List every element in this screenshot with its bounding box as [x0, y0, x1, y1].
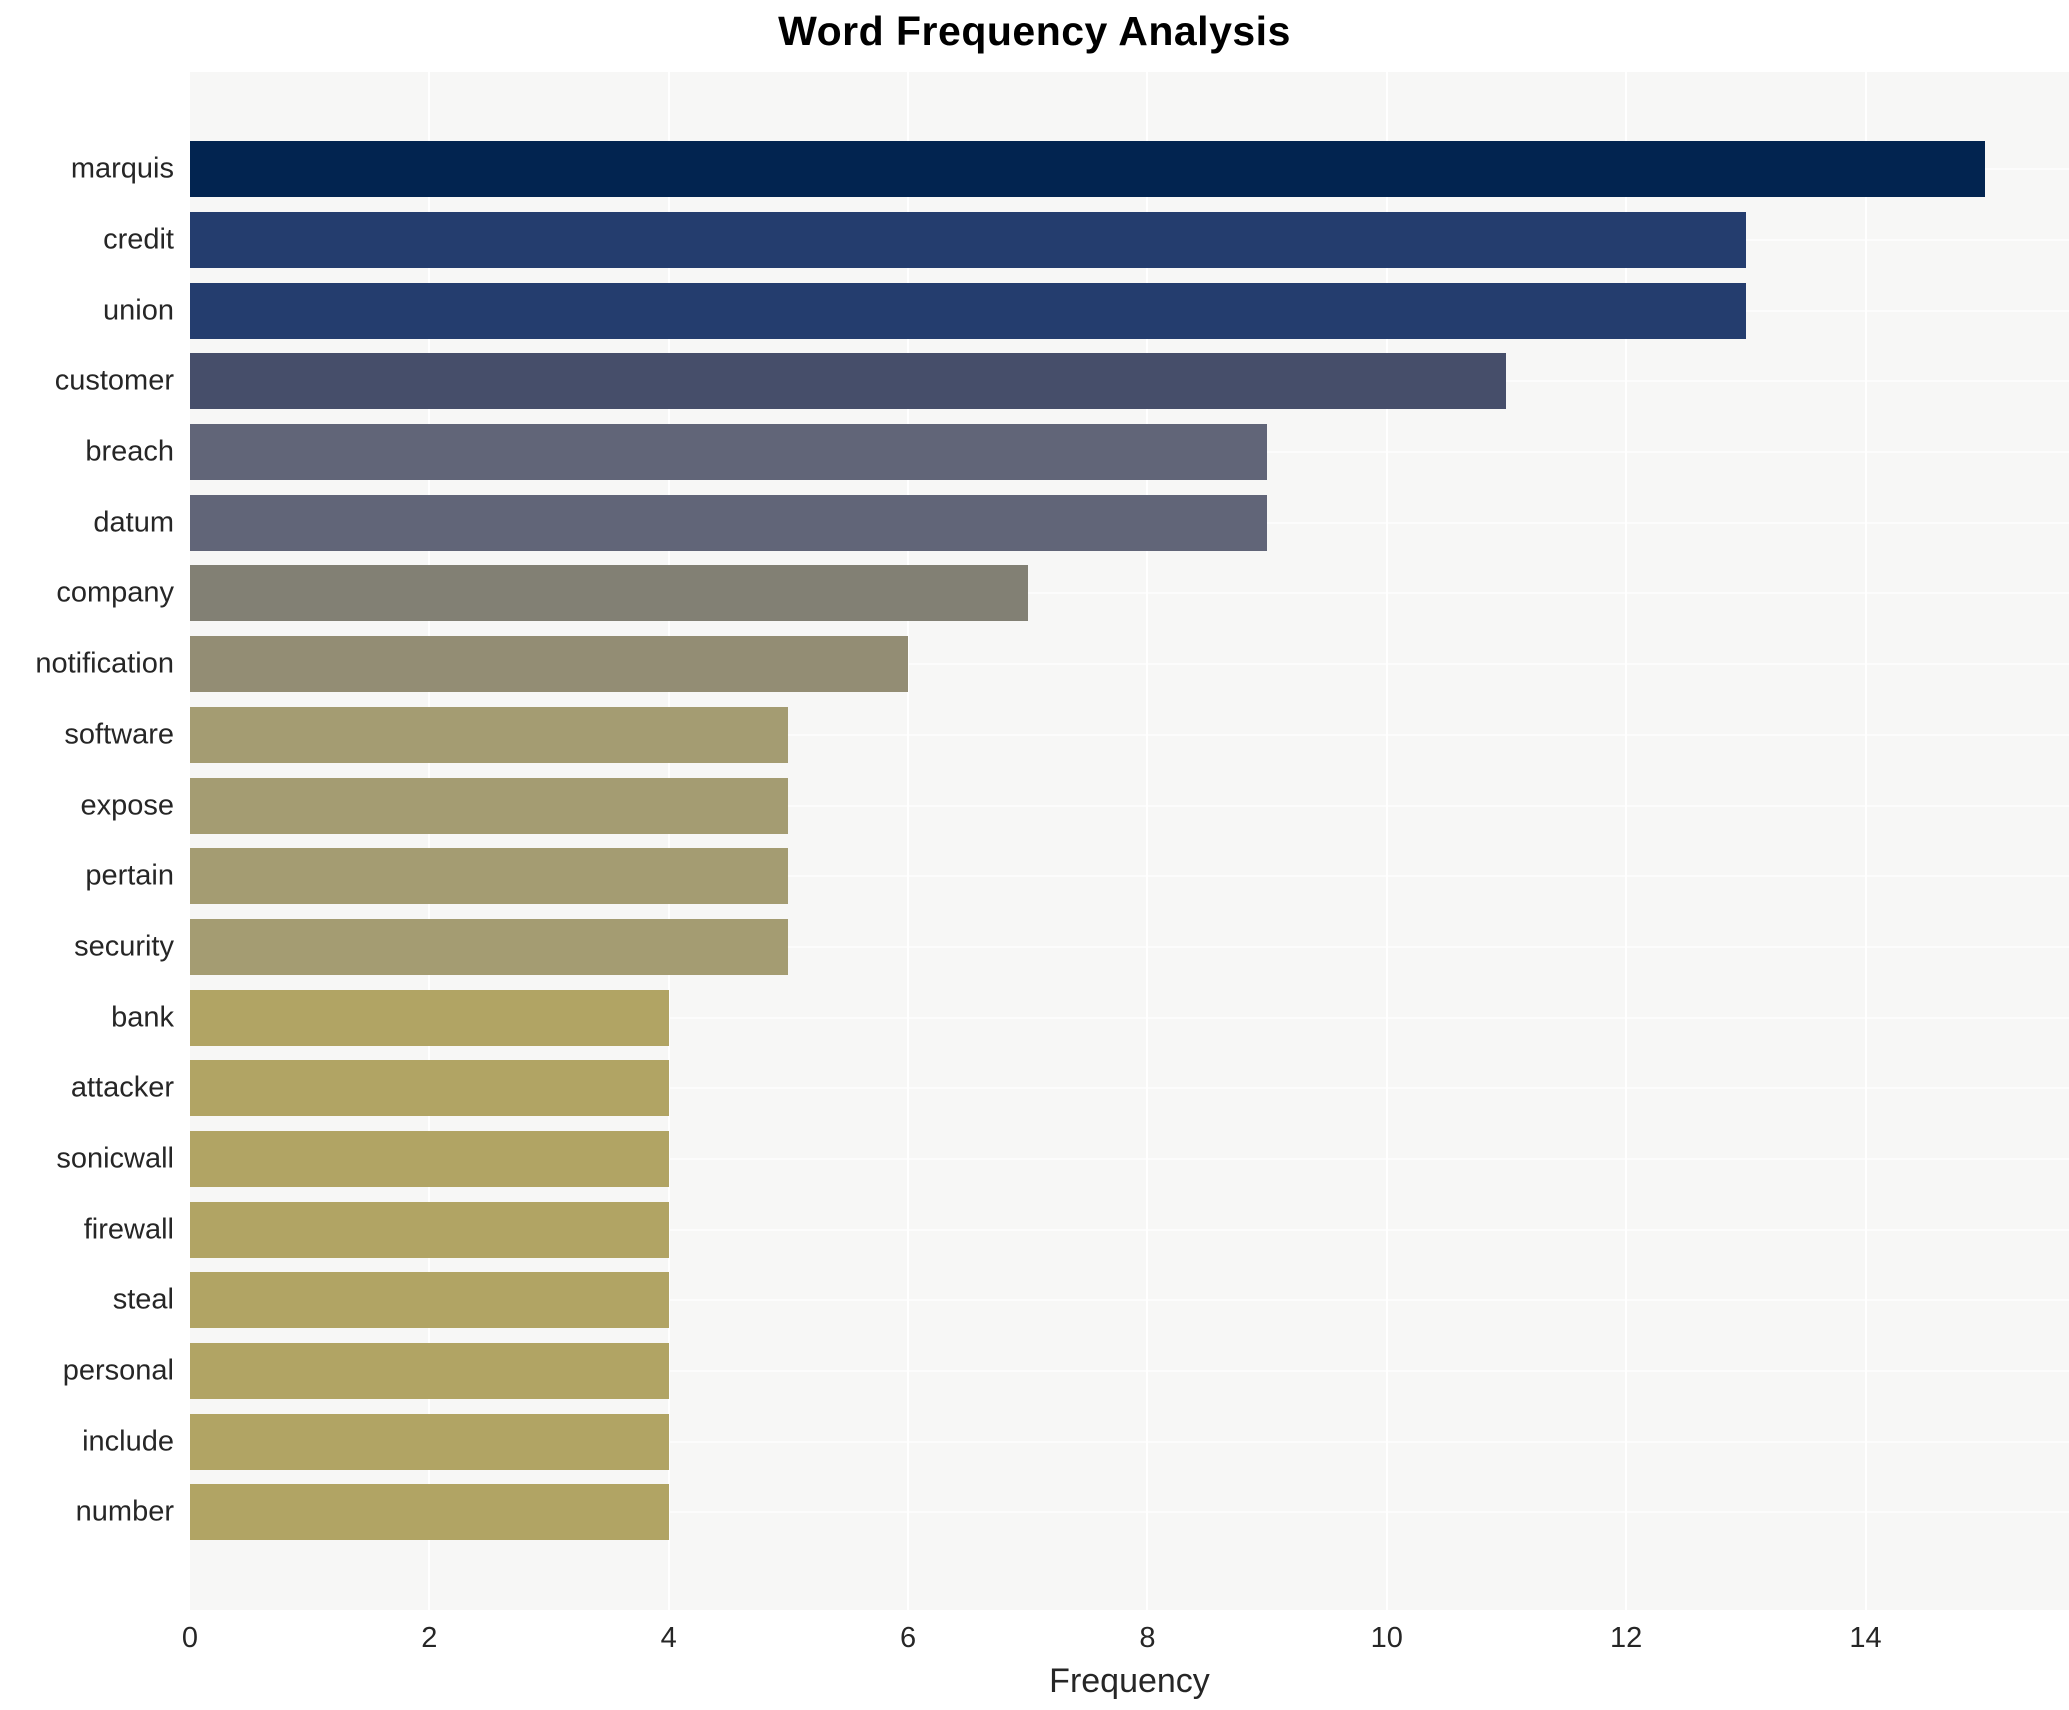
horizontal-gridline [190, 945, 2069, 948]
bar-row: datum [93, 487, 2069, 558]
bar [190, 565, 1028, 622]
category-label: credit [103, 223, 174, 256]
horizontal-gridline [190, 1228, 2069, 1231]
bar-row: notification [35, 629, 2069, 700]
bar-row: bank [111, 982, 2069, 1053]
category-label: customer [54, 364, 174, 397]
category-label: company [56, 576, 174, 609]
x-tick-label: 12 [1610, 1622, 1643, 1654]
x-tick-label: 0 [181, 1622, 199, 1654]
bar-row: credit [103, 205, 2069, 276]
horizontal-gridline [190, 804, 2069, 807]
horizontal-gridline [190, 733, 2069, 736]
plot-area: marquis credit union customer breach datum com… [35, 72, 2069, 1610]
bar-row: software [64, 700, 2069, 771]
horizontal-gridline [190, 592, 2069, 595]
category-label: pertain [85, 859, 174, 892]
category-label: steal [112, 1283, 174, 1316]
x-tick-label: 6 [900, 1622, 917, 1654]
bar [190, 1413, 669, 1470]
bar [190, 1343, 669, 1400]
bar [190, 141, 1986, 198]
x-tick-label: 4 [660, 1622, 677, 1654]
horizontal-gridline [190, 1511, 2069, 1514]
category-label: firewall [83, 1213, 174, 1246]
category-label: notification [35, 647, 174, 680]
bar-rows: marquis credit union customer breach datum com… [35, 72, 2069, 1610]
bar-row: personal [63, 1336, 2069, 1407]
bar-row: number [76, 1477, 2069, 1548]
horizontal-gridline [190, 875, 2069, 878]
bar [190, 1201, 669, 1258]
bar [190, 636, 909, 693]
bar-row: pertain [85, 841, 2069, 912]
category-label: sonicwall [56, 1142, 174, 1175]
bar [190, 989, 669, 1046]
bar [190, 777, 789, 834]
bar [190, 706, 789, 763]
vertical-gridline [1146, 72, 1149, 1610]
bar-row: expose [80, 770, 2069, 841]
bar [190, 282, 1746, 339]
x-tick-label: 10 [1370, 1622, 1403, 1654]
vertical-gridline [428, 72, 431, 1610]
horizontal-gridline [190, 663, 2069, 666]
category-label: attacker [70, 1071, 174, 1104]
horizontal-gridline [190, 1016, 2069, 1019]
horizontal-gridline [190, 1299, 2069, 1302]
chart-title: Word Frequency Analysis [778, 8, 1291, 54]
category-label: marquis [70, 152, 174, 185]
bar-row: firewall [84, 1194, 2069, 1265]
bar-row: security [74, 912, 2069, 983]
vertical-gridline [1864, 72, 1867, 1610]
bar-row: customer [55, 346, 2069, 417]
bar-row: attacker [71, 1053, 2069, 1124]
bar [190, 1272, 669, 1329]
bar-row: union [103, 275, 2069, 346]
category-label: bank [111, 1001, 174, 1034]
bar-row: marquis [71, 134, 2069, 205]
bar [190, 1130, 669, 1187]
bar [190, 424, 1268, 481]
bar-row: company [56, 558, 2069, 629]
vertical-gridline [1625, 72, 1628, 1610]
horizontal-gridline [190, 1157, 2069, 1160]
category-label: datum [93, 506, 174, 539]
category-label: personal [62, 1354, 174, 1387]
x-tick-label: 8 [1139, 1622, 1156, 1654]
x-axis-ticks: 0 2 4 6 8 10 12 14 [182, 1622, 2069, 1662]
bar [190, 353, 1507, 410]
category-label: union [103, 294, 174, 327]
bar-row: sonicwall [56, 1124, 2069, 1195]
category-label: security [74, 930, 174, 963]
bar [190, 848, 789, 905]
bar [190, 918, 789, 975]
x-tick-label: 2 [421, 1622, 438, 1654]
vertical-gridline [667, 72, 670, 1610]
category-label: software [64, 718, 174, 751]
category-label: expose [80, 789, 174, 822]
vertical-gridline [907, 72, 910, 1610]
bar-row: steal [113, 1265, 2069, 1336]
category-label: breach [85, 435, 174, 468]
vertical-gridline [1385, 72, 1388, 1610]
bar [190, 1060, 669, 1117]
horizontal-gridline [190, 1440, 2069, 1443]
bar-row: breach [85, 417, 2069, 488]
category-label: include [82, 1425, 174, 1458]
x-tick-label: 14 [1849, 1622, 1882, 1654]
bar-row: include [82, 1406, 2069, 1477]
horizontal-gridline [190, 1087, 2069, 1090]
bar [190, 212, 1746, 269]
horizontal-gridline [190, 1370, 2069, 1373]
category-label: number [75, 1495, 174, 1528]
bar [190, 1484, 669, 1541]
x-axis-label: Frequency [1049, 1662, 1210, 1700]
bar [190, 494, 1268, 551]
